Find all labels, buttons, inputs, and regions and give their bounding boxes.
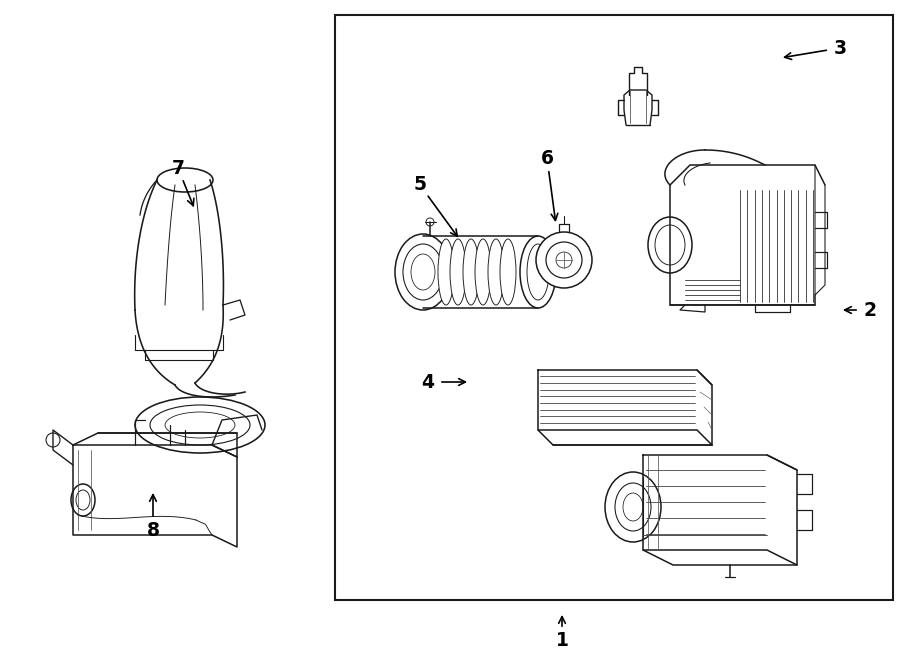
Text: 7: 7 xyxy=(172,158,184,177)
Ellipse shape xyxy=(475,239,491,305)
Ellipse shape xyxy=(71,484,95,516)
Ellipse shape xyxy=(135,397,265,453)
Circle shape xyxy=(426,218,434,226)
Ellipse shape xyxy=(411,254,435,290)
Ellipse shape xyxy=(76,490,90,510)
Text: 3: 3 xyxy=(833,38,847,58)
Ellipse shape xyxy=(150,405,250,445)
Ellipse shape xyxy=(403,244,443,300)
Text: 8: 8 xyxy=(147,520,159,540)
Ellipse shape xyxy=(527,244,549,300)
Ellipse shape xyxy=(488,239,504,305)
Text: 4: 4 xyxy=(421,373,435,391)
Ellipse shape xyxy=(157,168,213,192)
Ellipse shape xyxy=(655,225,685,265)
Ellipse shape xyxy=(520,236,556,308)
Ellipse shape xyxy=(165,412,235,438)
Text: 2: 2 xyxy=(863,301,877,320)
Ellipse shape xyxy=(395,234,451,310)
Ellipse shape xyxy=(463,239,479,305)
Ellipse shape xyxy=(450,239,466,305)
Circle shape xyxy=(556,252,572,268)
Circle shape xyxy=(536,232,592,288)
Text: 6: 6 xyxy=(541,148,554,167)
Ellipse shape xyxy=(615,483,651,531)
Ellipse shape xyxy=(605,472,661,542)
Bar xyxy=(335,15,893,600)
Circle shape xyxy=(46,433,60,447)
Ellipse shape xyxy=(500,239,516,305)
Ellipse shape xyxy=(623,493,643,521)
Circle shape xyxy=(546,242,582,278)
Text: 1: 1 xyxy=(555,630,569,649)
Ellipse shape xyxy=(438,239,454,305)
Ellipse shape xyxy=(648,217,692,273)
Text: 5: 5 xyxy=(413,175,427,195)
